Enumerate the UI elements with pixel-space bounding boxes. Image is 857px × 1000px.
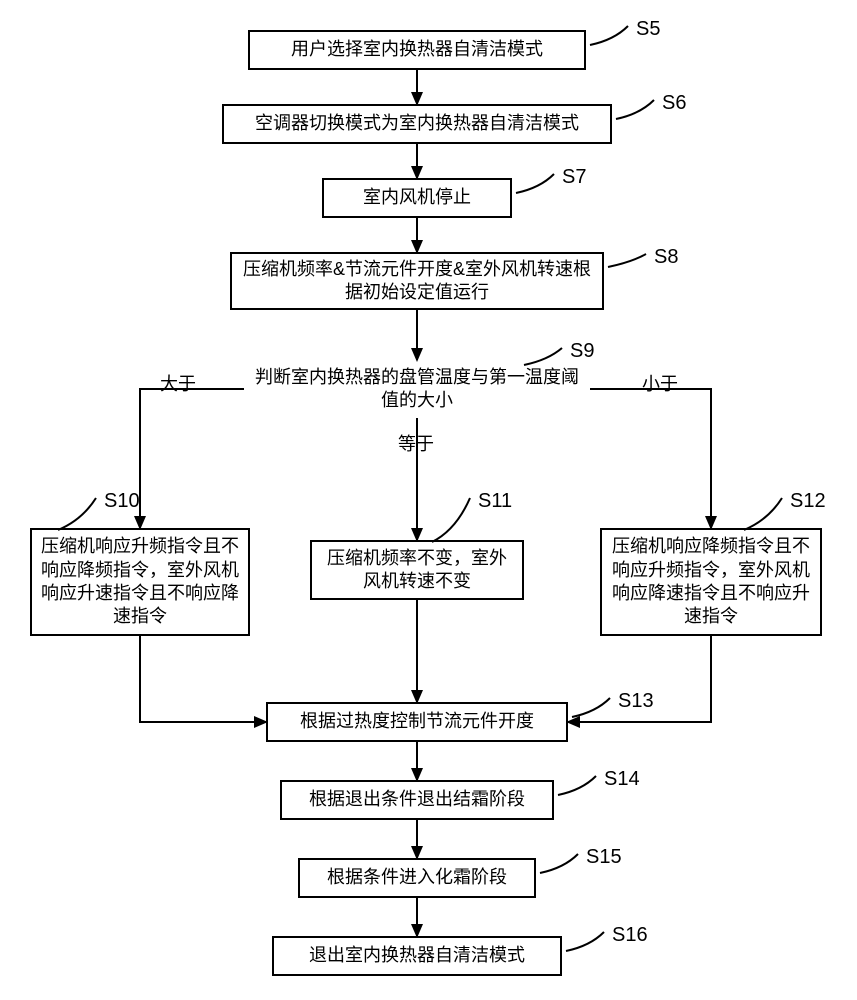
step-s8-text: 压缩机频率&节流元件开度&室外风机转速根据初始设定值运行 xyxy=(240,258,594,305)
step-s12: 压缩机响应降频指令且不响应升频指令，室外风机响应降速指令且不响应升速指令 xyxy=(600,528,822,636)
step-s13: 根据过热度控制节流元件开度 xyxy=(266,702,568,742)
branch-label-lt: 小于 xyxy=(640,370,680,396)
label-s14: S14 xyxy=(604,768,640,791)
label-s12: S12 xyxy=(790,490,826,513)
label-s6: S6 xyxy=(662,92,686,115)
label-s16: S16 xyxy=(612,924,648,947)
step-s15-text: 根据条件进入化霜阶段 xyxy=(327,866,507,889)
step-s15: 根据条件进入化霜阶段 xyxy=(298,858,536,898)
step-s16-text: 退出室内换热器自清洁模式 xyxy=(309,944,525,967)
label-s5: S5 xyxy=(636,18,660,41)
step-s7-text: 室内风机停止 xyxy=(363,186,471,209)
step-s6: 空调器切换模式为室内换热器自清洁模式 xyxy=(222,104,612,144)
flowchart-canvas: 用户选择室内换热器自清洁模式 空调器切换模式为室内换热器自清洁模式 室内风机停止… xyxy=(0,0,857,1000)
step-s14: 根据退出条件退出结霜阶段 xyxy=(280,780,554,820)
step-s5: 用户选择室内换热器自清洁模式 xyxy=(248,30,586,70)
step-s14-text: 根据退出条件退出结霜阶段 xyxy=(309,788,525,811)
label-s8: S8 xyxy=(654,246,678,269)
decision-s9: 判断室内换热器的盘管温度与第一温度阈值的大小 xyxy=(244,360,590,418)
label-s10: S10 xyxy=(104,490,140,513)
step-s5-text: 用户选择室内换热器自清洁模式 xyxy=(291,38,543,61)
step-s12-text: 压缩机响应降频指令且不响应升频指令，室外风机响应降速指令且不响应升速指令 xyxy=(610,535,812,629)
label-s13: S13 xyxy=(618,690,654,713)
step-s13-text: 根据过热度控制节流元件开度 xyxy=(300,710,534,733)
step-s7: 室内风机停止 xyxy=(322,178,512,218)
step-s10-text: 压缩机响应升频指令且不响应降频指令，室外风机响应升速指令且不响应降速指令 xyxy=(40,535,240,629)
step-s16: 退出室内换热器自清洁模式 xyxy=(272,936,562,976)
step-s8: 压缩机频率&节流元件开度&室外风机转速根据初始设定值运行 xyxy=(230,252,604,310)
step-s11-text: 压缩机频率不变，室外风机转速不变 xyxy=(320,547,514,594)
step-s6-text: 空调器切换模式为室内换热器自清洁模式 xyxy=(255,112,579,135)
step-s11: 压缩机频率不变，室外风机转速不变 xyxy=(310,540,524,600)
decision-s9-text: 判断室内换热器的盘管温度与第一温度阈值的大小 xyxy=(252,366,582,413)
label-s7: S7 xyxy=(562,166,586,189)
label-s9: S9 xyxy=(570,340,594,363)
branch-label-gt: 大于 xyxy=(158,370,198,396)
label-s11: S11 xyxy=(478,490,512,513)
label-s15: S15 xyxy=(586,846,622,869)
branch-label-eq: 等于 xyxy=(396,430,436,456)
step-s10: 压缩机响应升频指令且不响应降频指令，室外风机响应升速指令且不响应降速指令 xyxy=(30,528,250,636)
